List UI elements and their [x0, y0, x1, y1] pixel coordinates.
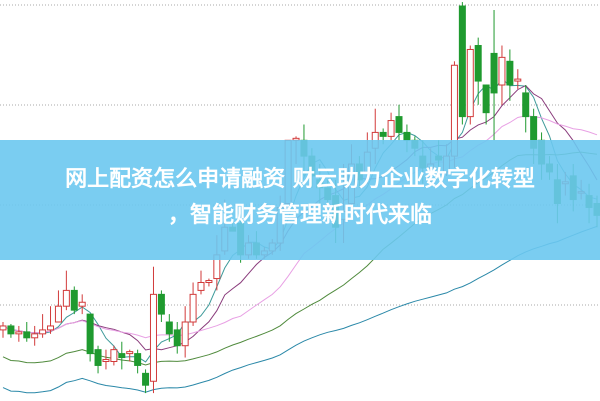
candle-down	[157, 293, 165, 315]
article-title: 网上配资怎么申请融资 财云助力企业数字化转型 ，智能财务管理新时代来临	[0, 162, 600, 234]
candle-up	[387, 120, 395, 137]
candle-down	[118, 353, 126, 359]
candle-down	[94, 349, 102, 366]
candle-down	[395, 116, 403, 133]
title-line-2: ，智能财务管理新时代来临	[167, 203, 432, 228]
candle-up	[0, 325, 7, 331]
title-banner	[0, 140, 600, 260]
candle-down	[7, 325, 15, 335]
candle-down	[134, 353, 142, 366]
candle-up	[102, 359, 110, 363]
candle-up	[78, 301, 86, 307]
candle-up	[181, 321, 189, 347]
candle-down	[165, 321, 173, 335]
candle-up	[31, 333, 39, 339]
candle-up	[149, 293, 157, 382]
ma60-line	[2, 225, 598, 394]
candle-down	[173, 329, 181, 347]
title-line-1: 网上配资怎么申请融资 财云助力企业数字化转型	[65, 167, 535, 192]
candle-up	[54, 305, 62, 323]
candle-down	[474, 45, 482, 82]
candle-up	[39, 329, 47, 335]
candle-down	[458, 5, 466, 118]
candle-down	[86, 313, 94, 355]
candle-up	[47, 325, 55, 331]
candle-up	[126, 351, 134, 355]
candle-down	[482, 84, 490, 114]
candle-up	[110, 349, 118, 363]
candle-down	[490, 52, 498, 94]
candle-down	[506, 60, 514, 86]
candle-down	[379, 131, 387, 137]
candle-down	[522, 92, 530, 118]
candle-up	[514, 78, 522, 82]
candle-up	[62, 289, 70, 307]
candle-up	[498, 56, 506, 86]
candle-up	[189, 293, 197, 323]
candle-up	[197, 282, 205, 291]
candle-down	[142, 372, 150, 386]
candle-down	[70, 289, 78, 311]
candle-up	[466, 48, 474, 118]
candle-up	[205, 280, 213, 284]
candle-down	[23, 331, 31, 339]
candle-up	[15, 331, 23, 335]
